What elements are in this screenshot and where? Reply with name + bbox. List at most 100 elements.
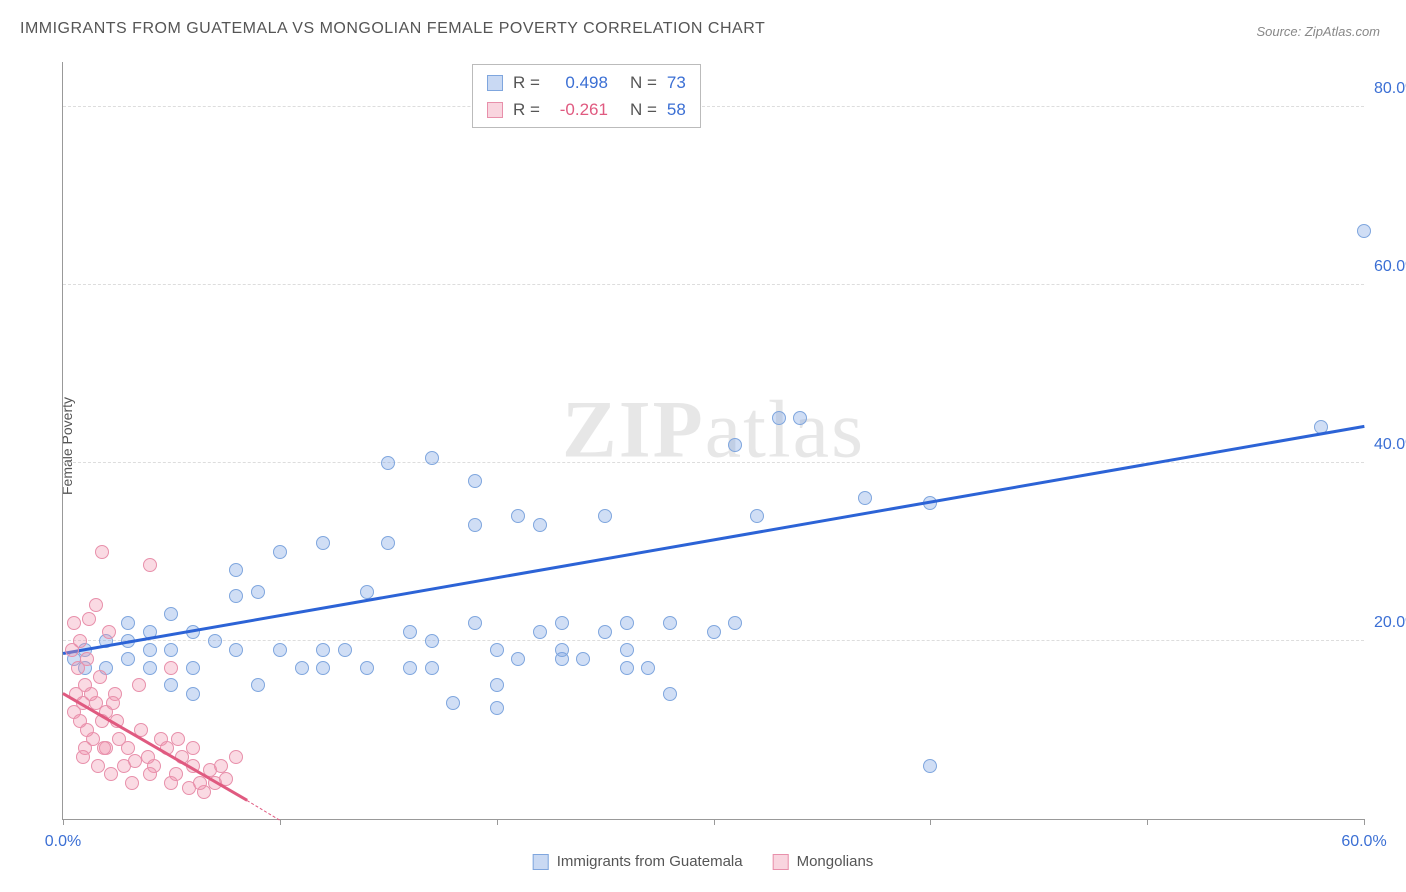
n-value: 73 bbox=[667, 69, 686, 96]
legend-swatch bbox=[773, 854, 789, 870]
data-point bbox=[381, 536, 395, 550]
r-value: -0.261 bbox=[550, 96, 608, 123]
data-point bbox=[229, 750, 243, 764]
y-tick-label: 20.0% bbox=[1374, 614, 1406, 632]
x-tick-label: 60.0% bbox=[1341, 833, 1386, 851]
data-point bbox=[143, 558, 157, 572]
x-tick-mark bbox=[714, 819, 715, 825]
data-point bbox=[73, 714, 87, 728]
data-point bbox=[446, 696, 460, 710]
data-point bbox=[102, 625, 116, 639]
y-tick-label: 60.0% bbox=[1374, 258, 1406, 276]
x-tick-mark bbox=[63, 819, 64, 825]
n-label: N = bbox=[630, 96, 657, 123]
data-point bbox=[143, 643, 157, 657]
source-attribution: Source: ZipAtlas.com bbox=[1256, 24, 1380, 39]
stats-row: R =0.498N =73 bbox=[487, 69, 686, 96]
data-point bbox=[84, 687, 98, 701]
data-point bbox=[338, 643, 352, 657]
y-tick-label: 80.0% bbox=[1374, 80, 1406, 98]
data-point bbox=[533, 625, 547, 639]
x-tick-label: 0.0% bbox=[45, 833, 81, 851]
series-swatch bbox=[487, 75, 503, 91]
data-point bbox=[620, 643, 634, 657]
data-point bbox=[80, 652, 94, 666]
data-point bbox=[858, 491, 872, 505]
data-point bbox=[112, 732, 126, 746]
r-label: R = bbox=[513, 69, 540, 96]
data-point bbox=[164, 678, 178, 692]
data-point bbox=[251, 678, 265, 692]
data-point bbox=[106, 696, 120, 710]
data-point bbox=[214, 759, 228, 773]
trend-line-dashed bbox=[247, 800, 280, 820]
legend-label: Immigrants from Guatemala bbox=[557, 853, 743, 870]
data-point bbox=[511, 509, 525, 523]
data-point bbox=[728, 438, 742, 452]
data-point bbox=[76, 750, 90, 764]
data-point bbox=[620, 661, 634, 675]
data-point bbox=[121, 652, 135, 666]
data-point bbox=[89, 598, 103, 612]
data-point bbox=[490, 678, 504, 692]
data-point bbox=[728, 616, 742, 630]
data-point bbox=[143, 767, 157, 781]
series-swatch bbox=[487, 102, 503, 118]
data-point bbox=[128, 754, 142, 768]
data-point bbox=[208, 634, 222, 648]
legend-swatch bbox=[533, 854, 549, 870]
data-point bbox=[193, 776, 207, 790]
data-point bbox=[229, 643, 243, 657]
stats-box: R =0.498N =73R =-0.261N =58 bbox=[472, 64, 701, 128]
data-point bbox=[91, 759, 105, 773]
data-point bbox=[923, 759, 937, 773]
data-point bbox=[598, 509, 612, 523]
data-point bbox=[251, 585, 265, 599]
data-point bbox=[403, 625, 417, 639]
data-point bbox=[360, 661, 374, 675]
x-tick-mark bbox=[1147, 819, 1148, 825]
data-point bbox=[229, 563, 243, 577]
data-point bbox=[663, 687, 677, 701]
legend-label: Mongolians bbox=[797, 853, 874, 870]
data-point bbox=[164, 661, 178, 675]
data-point bbox=[104, 767, 118, 781]
data-point bbox=[772, 411, 786, 425]
data-point bbox=[125, 776, 139, 790]
watermark-zip: ZIP bbox=[562, 383, 705, 474]
data-point bbox=[164, 643, 178, 657]
data-point bbox=[97, 741, 111, 755]
data-point bbox=[403, 661, 417, 675]
data-point bbox=[67, 616, 81, 630]
trend-line bbox=[63, 425, 1364, 655]
x-tick-mark bbox=[497, 819, 498, 825]
gridline bbox=[63, 640, 1364, 641]
data-point bbox=[360, 585, 374, 599]
data-point bbox=[273, 643, 287, 657]
data-point bbox=[425, 661, 439, 675]
chart-container: IMMIGRANTS FROM GUATEMALA VS MONGOLIAN F… bbox=[12, 12, 1394, 880]
data-point bbox=[82, 612, 96, 626]
data-point bbox=[141, 750, 155, 764]
gridline bbox=[63, 106, 1364, 107]
data-point bbox=[143, 661, 157, 675]
legend: Immigrants from Guatemala Mongolians bbox=[533, 853, 874, 870]
data-point bbox=[132, 678, 146, 692]
data-point bbox=[295, 661, 309, 675]
data-point bbox=[171, 732, 185, 746]
x-tick-mark bbox=[1364, 819, 1365, 825]
y-tick-label: 40.0% bbox=[1374, 436, 1406, 454]
data-point bbox=[468, 518, 482, 532]
chart-title: IMMIGRANTS FROM GUATEMALA VS MONGOLIAN F… bbox=[20, 20, 765, 38]
plot-area: ZIPatlas 20.0%40.0%60.0%80.0%0.0%60.0% bbox=[62, 62, 1364, 820]
data-point bbox=[121, 616, 135, 630]
r-label: R = bbox=[513, 96, 540, 123]
data-point bbox=[164, 607, 178, 621]
data-point bbox=[641, 661, 655, 675]
data-point bbox=[169, 767, 183, 781]
data-point bbox=[1357, 224, 1371, 238]
data-point bbox=[186, 687, 200, 701]
data-point bbox=[468, 616, 482, 630]
data-point bbox=[65, 643, 79, 657]
data-point bbox=[511, 652, 525, 666]
